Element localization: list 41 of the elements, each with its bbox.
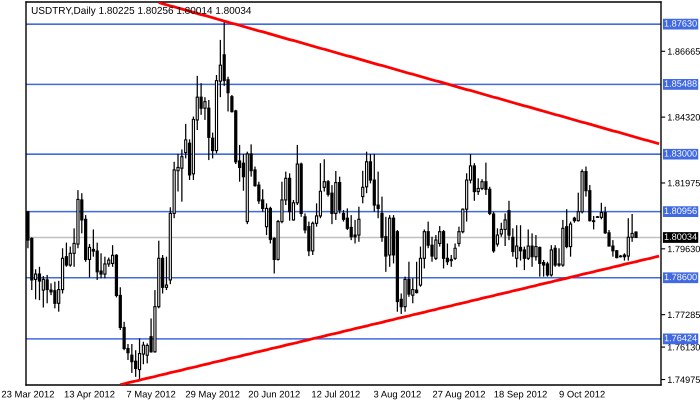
candlestick [515,224,518,268]
candlestick [522,246,526,271]
y-tick-label: 1.76130 [668,344,700,351]
line-series [118,254,660,385]
candlestick [138,338,142,381]
y-tick-label: 1.79630 [668,246,700,252]
candlestick [357,206,361,242]
y-tick-label: 1.84320 [668,114,700,121]
x-tick-label: 20 Jun 2012 [248,390,300,398]
candlestick [518,224,522,262]
candlestick [530,232,534,268]
x-tick-label: 9 Oct 2012 [559,390,605,398]
ref-line-label: 1.87630 [664,20,697,27]
ref-line-label: 1.80956 [664,208,697,214]
candlestick [130,343,134,374]
y-tick-label: 1.81975 [668,180,700,186]
x-tick-label: 27 Aug 2012 [432,390,486,400]
candlestick [626,218,630,262]
candlestick [415,261,418,294]
ref-line-label: 1.78600 [664,274,697,280]
candlestick [480,178,484,191]
ref-line-label: 1.76424 [664,334,697,342]
x-tick-label: 12 Jul 2012 [312,390,360,398]
x-tick-label: 23 Mar 2012 [2,390,54,398]
x-tick-label: 3 Aug 2012 [374,390,421,400]
candlestick [53,281,56,309]
y-tick-label: 1.86665 [668,48,700,55]
ref-line-label: 1.83000 [664,150,697,157]
candlestick [504,212,507,247]
ref-line-label: 1.80034 [664,233,697,240]
x-tick-label: 13 Apr 2012 [64,390,114,400]
candlestick [330,184,334,225]
candlestick [46,274,49,304]
y-tick-label: 1.74975 [668,376,700,383]
candlestick [353,219,357,244]
x-tick-label: 29 May 2012 [186,390,240,400]
x-tick-label: 18 Sep 2012 [494,390,547,400]
x-tick-label: 7 May 2012 [126,390,176,400]
y-tick-label: 1.77285 [668,312,700,318]
ref-line-label: 1.85488 [664,80,697,87]
candlestick [103,256,107,279]
